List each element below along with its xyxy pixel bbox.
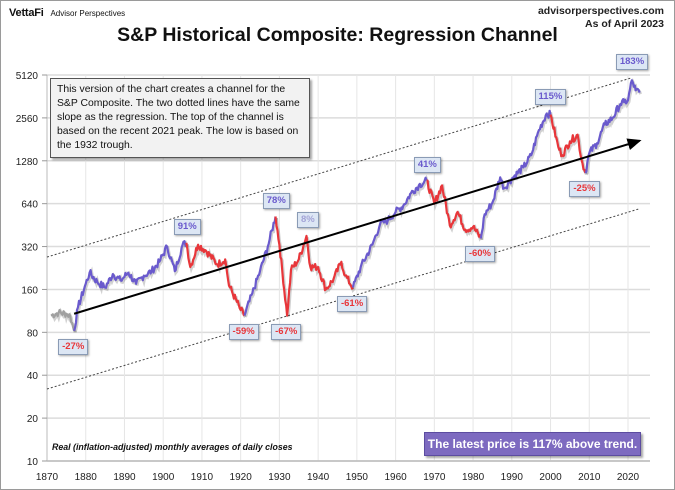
brand-logo: VettaFi [9, 7, 44, 19]
brand-subtitle: Advisor Perspectives [50, 9, 126, 18]
x-tick-label: 2000 [539, 472, 562, 483]
x-tick-label: 1960 [384, 472, 407, 483]
series-segment-above [243, 216, 277, 316]
series-shadow [352, 174, 430, 290]
x-tick-label: 1980 [462, 472, 485, 483]
y-tick-label: 160 [21, 285, 38, 296]
y-tick-label: 640 [21, 200, 38, 211]
x-tick-label: 1910 [191, 472, 214, 483]
y-tick-label: 40 [27, 371, 39, 382]
x-tick-label: 1890 [113, 472, 136, 483]
x-axis-ticks: 1870 1880 1890 1900 1910 1920 1930 1940 1950 1960… [36, 472, 640, 483]
regression-line [73, 138, 642, 315]
source-info: advisorperspectives.com As of April 2023 [538, 5, 664, 31]
y-tick-label: 1280 [16, 157, 39, 168]
series-segment-above [351, 176, 428, 288]
x-tick-label: 1870 [36, 472, 59, 483]
x-tick-label: 1950 [346, 472, 369, 483]
callout-peak: 8% [297, 211, 319, 228]
x-tick-label: 2010 [578, 472, 601, 483]
explanation-note: This version of the chart creates a chan… [50, 78, 310, 158]
footnote: Real (inflation-adjusted) monthly averag… [52, 442, 293, 452]
callout-peak: 78% [262, 192, 290, 209]
callout-peak: 115% [534, 89, 567, 106]
series-segment-pre [50, 308, 76, 332]
series-segment-below [549, 114, 587, 174]
x-tick-label: 1900 [152, 472, 175, 483]
upper-channel-line [46, 77, 633, 258]
series-segment-below [274, 216, 354, 317]
callout-trough: -60% [464, 246, 495, 263]
x-tick-label: 1880 [75, 472, 98, 483]
callout-trough: -61% [336, 295, 368, 312]
x-tick-label: 1920 [230, 472, 253, 483]
callout-trough: -27% [58, 338, 89, 355]
series-segment-below [426, 179, 482, 239]
y-tick-label: 10 [27, 457, 39, 468]
site-url: advisorperspectives.com [537, 5, 664, 17]
callout-peak: 91% [173, 218, 201, 235]
y-tick-label: 20 [27, 414, 39, 425]
series-segment-below [185, 242, 246, 317]
callout-trough: -25% [569, 181, 600, 198]
y-tick-label: 2560 [16, 114, 39, 125]
callout-peak: 183% [615, 53, 649, 70]
series-segment-above [73, 240, 188, 332]
as-of-date: As of April 2023 [585, 18, 664, 30]
series-segment-above [584, 79, 641, 174]
brand: VettaFi Advisor Perspectives [9, 7, 125, 19]
callout-trough: -59% [228, 323, 259, 340]
series-shadow [244, 217, 278, 318]
x-tick-label: 1940 [307, 472, 330, 483]
chart-title: S&P Historical Composite: Regression Cha… [117, 24, 558, 46]
price-series [50, 77, 643, 333]
y-tick-label: 80 [27, 328, 39, 339]
callout-peak: 41% [413, 156, 441, 173]
x-tick-label: 2020 [617, 472, 640, 483]
latest-price-box: The latest price is 117% above trend. [424, 432, 641, 456]
x-tick-label: 1930 [268, 472, 291, 483]
series-shadow [480, 111, 553, 241]
y-tick-label: 5120 [16, 71, 39, 82]
regression-trend-line [73, 138, 642, 315]
y-axis-ticks: 5120 2560 1280 640 320 160 80 40 20 10 [16, 71, 47, 468]
callout-trough: -67% [271, 323, 302, 340]
x-tick-label: 1990 [501, 472, 524, 483]
x-tick-label: 1970 [423, 472, 446, 483]
y-tick-label: 320 [21, 243, 38, 254]
